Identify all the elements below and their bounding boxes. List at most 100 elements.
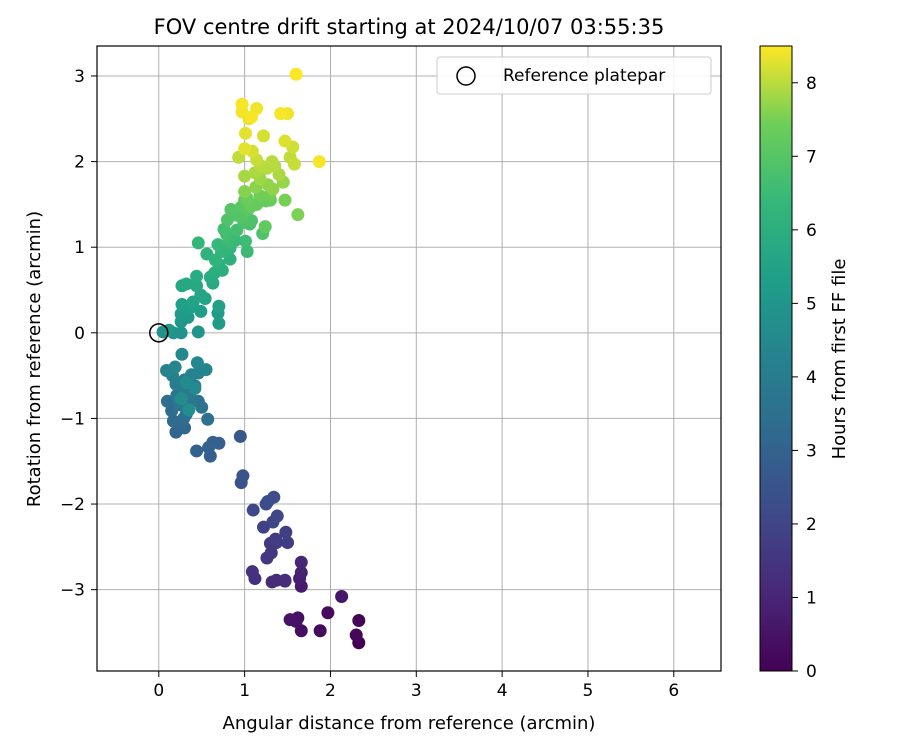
x-tick-label: 3 bbox=[411, 681, 422, 701]
plot-area bbox=[97, 46, 721, 671]
y-axis-label: Rotation from reference (arcmin) bbox=[24, 211, 45, 507]
data-point bbox=[190, 269, 204, 283]
data-point bbox=[278, 573, 292, 587]
data-point bbox=[211, 238, 225, 252]
legend-box bbox=[436, 56, 712, 95]
x-tick-label: 5 bbox=[583, 681, 594, 701]
colorbar-ticks: 0 1 2 3 4 5 6 7 8 bbox=[792, 74, 817, 682]
data-point bbox=[238, 142, 252, 156]
data-point bbox=[259, 497, 273, 511]
data-point bbox=[274, 107, 288, 121]
y-tick-label: −3 bbox=[60, 581, 85, 601]
data-point bbox=[349, 628, 363, 642]
data-point bbox=[294, 555, 308, 569]
data-point bbox=[220, 213, 234, 227]
data-point bbox=[313, 624, 327, 638]
data-point bbox=[179, 277, 193, 291]
data-point bbox=[270, 509, 284, 523]
data-point bbox=[266, 182, 280, 196]
data-point bbox=[175, 347, 189, 361]
data-point bbox=[174, 392, 188, 406]
data-point bbox=[236, 469, 250, 483]
data-point bbox=[244, 110, 258, 124]
data-point bbox=[265, 575, 279, 589]
y-tick-label: 1 bbox=[74, 238, 85, 258]
data-point bbox=[190, 356, 204, 370]
data-point bbox=[175, 298, 189, 312]
data-point bbox=[194, 304, 208, 318]
colorbar-tick-label: 2 bbox=[806, 515, 817, 535]
data-point bbox=[190, 444, 204, 458]
y-tick-label: −2 bbox=[60, 495, 85, 515]
y-tick-label: 2 bbox=[74, 153, 85, 173]
chart-title: FOV centre drift starting at 2024/10/07 … bbox=[154, 15, 665, 39]
colorbar-tick-label: 4 bbox=[806, 368, 817, 388]
data-point bbox=[212, 299, 226, 313]
reference-marker bbox=[149, 323, 169, 343]
data-point bbox=[160, 394, 174, 408]
colorbar-tick-label: 8 bbox=[806, 74, 817, 94]
data-point bbox=[269, 536, 283, 550]
data-point bbox=[201, 412, 215, 426]
x-tick-label: 0 bbox=[153, 681, 164, 701]
data-point bbox=[191, 325, 205, 339]
data-point bbox=[291, 208, 305, 222]
data-point bbox=[312, 155, 326, 169]
data-point bbox=[212, 316, 226, 330]
colorbar-label: Hours from first FF file bbox=[829, 259, 850, 460]
colorbar-tick-label: 7 bbox=[806, 147, 817, 167]
data-point bbox=[195, 400, 209, 414]
data-point bbox=[335, 590, 349, 604]
data-point bbox=[258, 220, 272, 234]
legend-label-reference: Reference platepar bbox=[503, 66, 665, 86]
y-tick-label: −1 bbox=[60, 409, 85, 429]
data-point bbox=[240, 244, 254, 258]
colorbar-tick-label: 0 bbox=[806, 662, 817, 682]
data-point bbox=[238, 126, 252, 140]
plot-frame bbox=[96, 45, 722, 672]
x-tick-label: 4 bbox=[497, 681, 508, 701]
data-point bbox=[287, 157, 301, 171]
data-point bbox=[278, 134, 292, 148]
data-point bbox=[279, 525, 293, 539]
data-point bbox=[283, 613, 297, 627]
x-tick-label: 6 bbox=[668, 681, 679, 701]
data-point bbox=[264, 546, 278, 560]
data-point bbox=[278, 193, 292, 207]
data-point bbox=[289, 67, 303, 81]
data-point bbox=[224, 203, 238, 217]
data-point bbox=[212, 436, 226, 450]
x-tick-label: 1 bbox=[239, 681, 250, 701]
data-point bbox=[245, 565, 259, 579]
data-point bbox=[257, 129, 271, 143]
x-tick-label: 2 bbox=[325, 681, 336, 701]
scatter-points bbox=[156, 67, 366, 650]
data-point bbox=[233, 429, 247, 443]
colorbar bbox=[759, 45, 793, 672]
y-tick-label: 3 bbox=[74, 67, 85, 87]
colorbar-tick-label: 5 bbox=[806, 294, 817, 314]
data-point bbox=[265, 155, 279, 169]
x-axis-ticks: 0 1 2 3 4 5 6 bbox=[153, 671, 679, 701]
colorbar-tick-label: 6 bbox=[806, 221, 817, 241]
data-point bbox=[191, 236, 205, 250]
data-point bbox=[294, 566, 308, 580]
data-point bbox=[168, 360, 182, 374]
data-point bbox=[179, 375, 193, 389]
data-point bbox=[352, 613, 366, 627]
data-point bbox=[321, 606, 335, 620]
legend: Reference platepar bbox=[436, 56, 712, 95]
data-point bbox=[238, 234, 252, 248]
y-tick-label: 0 bbox=[74, 324, 85, 344]
data-point bbox=[202, 441, 216, 455]
data-point bbox=[238, 185, 252, 199]
colorbar-tick-label: 1 bbox=[806, 588, 817, 608]
data-point bbox=[182, 403, 196, 417]
data-point bbox=[281, 536, 295, 550]
x-axis-label: Angular distance from reference (arcmin) bbox=[223, 713, 596, 734]
colorbar-tick-label: 3 bbox=[806, 441, 817, 461]
data-point bbox=[166, 414, 180, 428]
data-point bbox=[190, 279, 204, 293]
data-point bbox=[223, 252, 237, 266]
